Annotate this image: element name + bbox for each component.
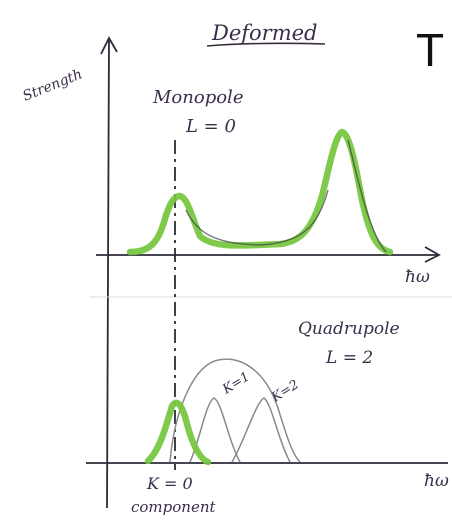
k2-component-curve [231,397,291,463]
quadrupole-name: Quadrupole [298,319,400,339]
monopole-multipolarity: L = 0 [185,116,236,137]
x-axis-top-label: ħω [405,267,430,287]
k1-component-curve [189,397,241,463]
monopole-name: Monopole [152,87,243,108]
y-axis-arrowhead [100,36,118,55]
x-axis-bottom-label: ħω [424,471,449,491]
y-axis-label: Strength [21,66,85,104]
quadrupole-multipolarity: L = 2 [325,348,373,368]
k0-component-curve [144,399,212,466]
component-label: component [131,498,216,516]
y-axis [106,37,110,509]
k2-label: K=2 [268,377,301,406]
k0-label: K = 0 [146,474,193,493]
x-axis-top-arrowhead [424,246,441,263]
heading-text: Deformed [211,21,318,45]
k1-label: K=1 [219,369,252,398]
corner-letter: T [416,24,444,76]
monopole-dark-underline [185,139,387,253]
heading-underline [206,42,326,47]
